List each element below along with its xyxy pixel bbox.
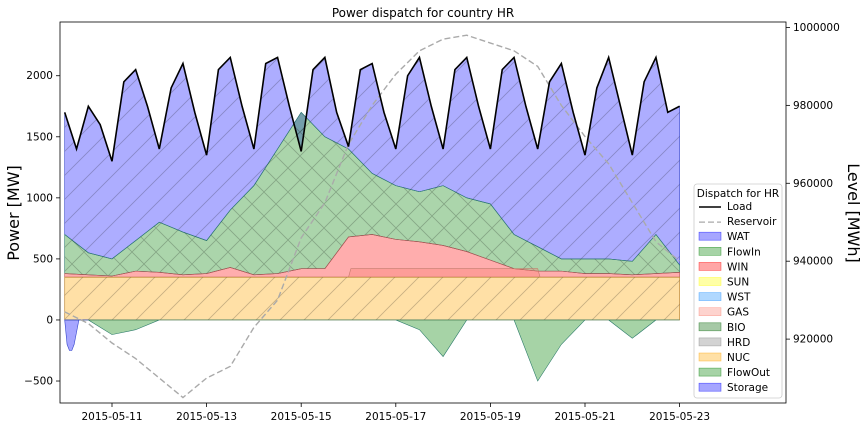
x-tick-label: 2015-05-15 [271,411,332,423]
legend-swatch [698,322,722,332]
y-tick-label: 1500 [26,131,53,143]
legend-entry-label: Reservoir [727,216,777,228]
y2-axis-label: Level [MWh] [844,163,862,263]
legend-swatch [698,337,722,347]
legend-entry-label: HRD [727,337,750,349]
axes: 2015-05-11 2015-05-13 2015-05-15 2015-05-17… [24,21,840,423]
legend-swatch [698,382,722,392]
legend-swatch [698,307,722,317]
legend-swatch [698,247,722,256]
legend-box [693,183,783,399]
y-axis-label: Power [MW] [4,165,23,261]
chart-title: Power dispatch for country HR [332,6,514,20]
legend-entry-label: FlowOut [727,367,770,379]
x-tick-label: 2015-05-23 [649,411,710,423]
series-area-flowout [64,319,680,382]
legend-entry-label: Load [727,201,752,213]
legend-title: Dispatch for HR [697,188,779,200]
x-tick-label: 2015-05-13 [176,411,237,423]
legend-entry-label: WIN [727,261,748,273]
y-tick-label: 500 [33,253,53,265]
legend-entry-label: GAS [727,307,749,319]
x-tick-label: 2015-05-17 [365,411,426,423]
y2-tick-label: 940000 [793,256,833,268]
series-hatch-flowin [64,112,680,276]
legend-swatch [698,231,722,241]
legend-entry-label: Storage [727,382,768,394]
plot-area [63,34,681,399]
plot-frame [59,21,787,404]
y2-tick-label: 920000 [793,334,833,346]
series-hatch-wat [64,57,680,266]
legend-swatch [698,367,722,377]
y2-tick-label: 1000000 [793,22,840,34]
legend-entry-label: BIO [727,322,746,334]
legend-entry-label: WAT [727,231,750,243]
legend-swatch [698,277,722,286]
y-tick-label: 0 [46,314,53,326]
legend-swatch [698,352,722,362]
x-tick-label: 2015-05-21 [554,411,615,423]
y-tick-label: 2000 [26,70,53,82]
y-tick-label: −500 [24,376,53,388]
x-tick-label: 2015-05-11 [81,411,142,423]
series-area-storage [64,319,89,351]
legend-entry-label: FlowIn [727,246,761,258]
series-hatch-nuc [64,277,680,320]
legend-swatch [698,292,722,301]
series-line-load [63,54,680,162]
legend-entry-label: SUN [727,277,749,289]
legend-entry-label: NUC [727,352,750,364]
legend-entry-label: WST [727,292,751,304]
y-tick-label: 1000 [26,192,53,204]
x-tick-label: 2015-05-19 [460,411,521,423]
y2-tick-label: 980000 [793,100,833,112]
y2-tick-label: 960000 [793,178,833,190]
legend-swatch [698,262,722,271]
